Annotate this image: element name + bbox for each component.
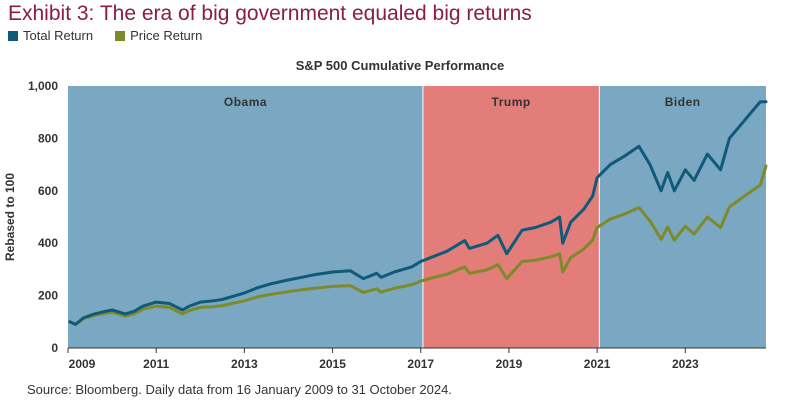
y-tick-label-200: 200	[38, 289, 58, 303]
x-tick-label-2021: 2021	[584, 357, 611, 371]
x-tick-label-2009: 2009	[69, 357, 96, 371]
period-label-trump: Trump	[492, 95, 531, 109]
y-tick-label-0: 0	[51, 341, 58, 355]
legend: Total Return Price Return	[8, 28, 202, 43]
period-band-obama	[68, 86, 423, 348]
legend-swatch-price	[115, 30, 126, 41]
y-tick-label-600: 600	[38, 184, 58, 198]
source-note: Source: Bloomberg. Daily data from 16 Ja…	[27, 382, 452, 397]
legend-swatch-total	[8, 30, 18, 41]
x-tick-label-2017: 2017	[407, 357, 434, 371]
series-line-price-return	[68, 164, 768, 326]
y-tick-label-1000: 1,000	[28, 79, 58, 93]
chart-title: S&P 500 Cumulative Performance	[295, 58, 505, 73]
y-axis-label: Rebased to 100	[3, 173, 17, 261]
period-label-biden: Biden	[665, 95, 701, 109]
y-tick-label-400: 400	[38, 236, 58, 250]
y-tick-label-800: 800	[38, 131, 58, 145]
x-tick-label-2011: 2011	[143, 357, 169, 371]
legend-label-total: Total Return	[23, 28, 94, 43]
series-line-total-return	[68, 100, 768, 326]
legend-item-total: Total Return	[8, 28, 93, 43]
x-tick-label-2019: 2019	[496, 357, 523, 371]
x-tick-label-2015: 2015	[319, 357, 346, 371]
chart-canvas: Obama Trump Biden 0 200 400 600 800 1,000 2009 201…	[3, 79, 768, 371]
legend-item-price: Price Return	[115, 28, 202, 43]
page-title: Exhibit 3: The era of big government equ…	[8, 2, 532, 25]
legend-label-price: Price Return	[130, 28, 203, 43]
period-band-trump	[422, 86, 600, 348]
x-tick-label-2013: 2013	[231, 357, 258, 371]
x-tick-label-2023: 2023	[672, 357, 699, 371]
period-label-obama: Obama	[224, 95, 267, 109]
